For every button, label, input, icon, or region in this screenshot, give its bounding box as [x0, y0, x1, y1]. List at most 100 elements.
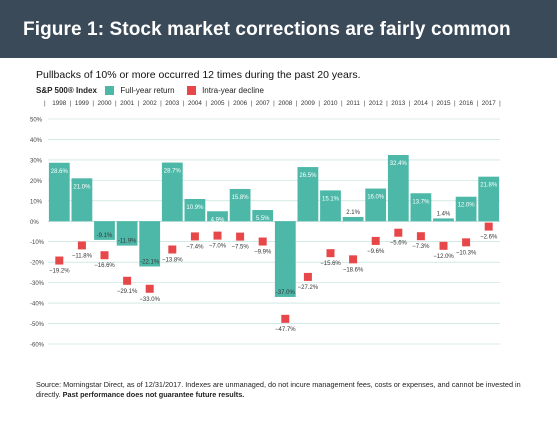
bar-full-year-return	[387, 155, 409, 222]
marker-value-label: −33.0%	[139, 297, 160, 303]
marker-value-label: −19.2%	[49, 269, 70, 275]
marker-intra-year-decline	[484, 222, 493, 231]
marker-value-label: −15.6%	[320, 261, 341, 267]
bar-value-label: 12.0%	[458, 203, 476, 209]
bar-value-label: 26.5%	[299, 173, 317, 179]
bar-full-year-return	[342, 216, 364, 222]
x-tick-label: 2013	[391, 100, 406, 107]
bar-full-year-return	[94, 221, 115, 240]
bar-full-year-return	[161, 162, 183, 222]
bar-full-year-return	[320, 190, 341, 222]
category-divider: |	[228, 100, 230, 107]
marker-intra-year-decline	[281, 314, 290, 323]
marker-value-label: −7.5%	[232, 245, 250, 251]
bar-value-label: 1.4%	[437, 211, 451, 217]
category-divider: |	[364, 100, 366, 107]
category-divider: |	[296, 100, 298, 107]
category-divider: |	[318, 100, 320, 107]
category-divider: |	[160, 100, 162, 107]
x-tick-label: 1999	[75, 100, 90, 107]
bar-full-year-return	[184, 198, 206, 222]
y-tick-label: -30%	[30, 281, 45, 287]
marker-intra-year-decline	[168, 245, 177, 254]
bar-value-label: 28.6%	[51, 169, 69, 175]
category-divider: |	[205, 100, 207, 107]
x-tick-label: 2016	[459, 100, 474, 107]
marker-intra-year-decline	[371, 236, 380, 245]
marker-value-label: −27.2%	[298, 285, 319, 291]
x-tick-label: 2015	[436, 100, 451, 107]
marker-value-label: −10.3%	[456, 250, 477, 256]
category-divider: |	[70, 100, 72, 107]
bar-full-year-return	[207, 211, 228, 222]
x-tick-label: 2009	[301, 100, 316, 107]
marker-intra-year-decline	[349, 255, 358, 264]
marker-value-label: −18.6%	[343, 267, 364, 273]
marker-intra-year-decline	[258, 237, 267, 246]
y-tick-label: -60%	[30, 343, 45, 349]
y-tick-label: 40%	[30, 138, 43, 144]
category-divider: |	[499, 100, 501, 107]
bar-value-label: -11.9%	[118, 239, 137, 245]
legend-label-full-year: Full-year return	[120, 86, 175, 96]
bar-full-year-return	[116, 221, 138, 246]
category-divider: |	[431, 100, 433, 107]
footer-disclaimer: Past performance does not guarantee futu…	[62, 390, 245, 399]
bar-value-label: 16.0%	[367, 195, 385, 201]
x-tick-label: 2007	[256, 100, 271, 107]
y-tick-label: -40%	[30, 302, 45, 308]
marker-value-label: −16.6%	[94, 263, 115, 269]
y-tick-label: 50%	[30, 118, 43, 124]
marker-value-label: −2.6%	[480, 235, 498, 241]
y-tick-label: 10%	[30, 199, 43, 205]
y-tick-label: 20%	[30, 179, 43, 185]
bar-full-year-return	[365, 188, 387, 222]
marker-intra-year-decline	[77, 241, 86, 250]
bar-full-year-return	[478, 176, 500, 222]
marker-value-label: −13.8%	[162, 258, 183, 264]
category-divider: |	[454, 100, 456, 107]
legend-swatch-full-year	[105, 86, 115, 96]
marker-value-label: −9.6%	[367, 249, 385, 255]
marker-intra-year-decline	[55, 256, 64, 265]
bar-full-year-return	[139, 221, 161, 267]
bar-chart: 50% 40% 30% 20% 10% 0% -10% -20% -30% -40% -50% -60…	[30, 100, 501, 349]
y-tick-label: -20%	[30, 261, 45, 267]
x-tick-label: 2011	[346, 100, 360, 107]
marker-value-label: −12.0%	[433, 254, 454, 260]
marker-intra-year-decline	[213, 231, 222, 240]
marker-intra-year-decline	[326, 249, 335, 258]
marker-value-label: −5.6%	[390, 241, 408, 247]
bar-value-label: -37.0%	[276, 290, 296, 296]
marker-intra-year-decline	[123, 276, 132, 285]
category-divider: |	[386, 100, 388, 107]
legend-swatch-intra-year	[186, 86, 196, 96]
bar-value-label: -9.1%	[97, 233, 113, 239]
chart-footer: Source: Morningstar Direct, as of 12/31/…	[36, 380, 536, 400]
legend-label-intra-year: Intra-year decline	[202, 86, 264, 96]
bar-full-year-return	[297, 167, 319, 222]
chart-legend: S&P 500® Index Full-year return Intra-ye…	[36, 86, 274, 96]
marker-value-label: −7.3%	[412, 244, 430, 250]
marker-value-label: −9.9%	[254, 250, 272, 256]
chart-subtitle: Pullbacks of 10% or more occurred 12 tim…	[36, 69, 361, 81]
bar-value-label: -22.1%	[140, 259, 160, 265]
bar-value-label: 21.0%	[73, 184, 91, 190]
x-tick-label: 1998	[52, 100, 67, 107]
marker-intra-year-decline	[236, 232, 245, 241]
x-tick-label: 2006	[233, 100, 248, 107]
bar-full-year-return	[455, 196, 477, 222]
x-tick-label: 2002	[143, 100, 158, 107]
marker-intra-year-decline	[416, 232, 425, 241]
marker-intra-year-decline	[462, 238, 471, 247]
x-tick-label: 2005	[210, 100, 225, 107]
bar-full-year-return	[252, 210, 274, 222]
category-divider: |	[251, 100, 253, 107]
x-tick-label: 2000	[97, 100, 112, 107]
category-divider: |	[183, 100, 185, 107]
bar-value-label: 32.4%	[390, 161, 408, 167]
bar-full-year-return	[48, 162, 70, 222]
figure-title: Figure 1: Stock market corrections are f…	[23, 19, 511, 40]
category-divider: |	[341, 100, 343, 107]
x-tick-label: 2004	[188, 100, 203, 107]
